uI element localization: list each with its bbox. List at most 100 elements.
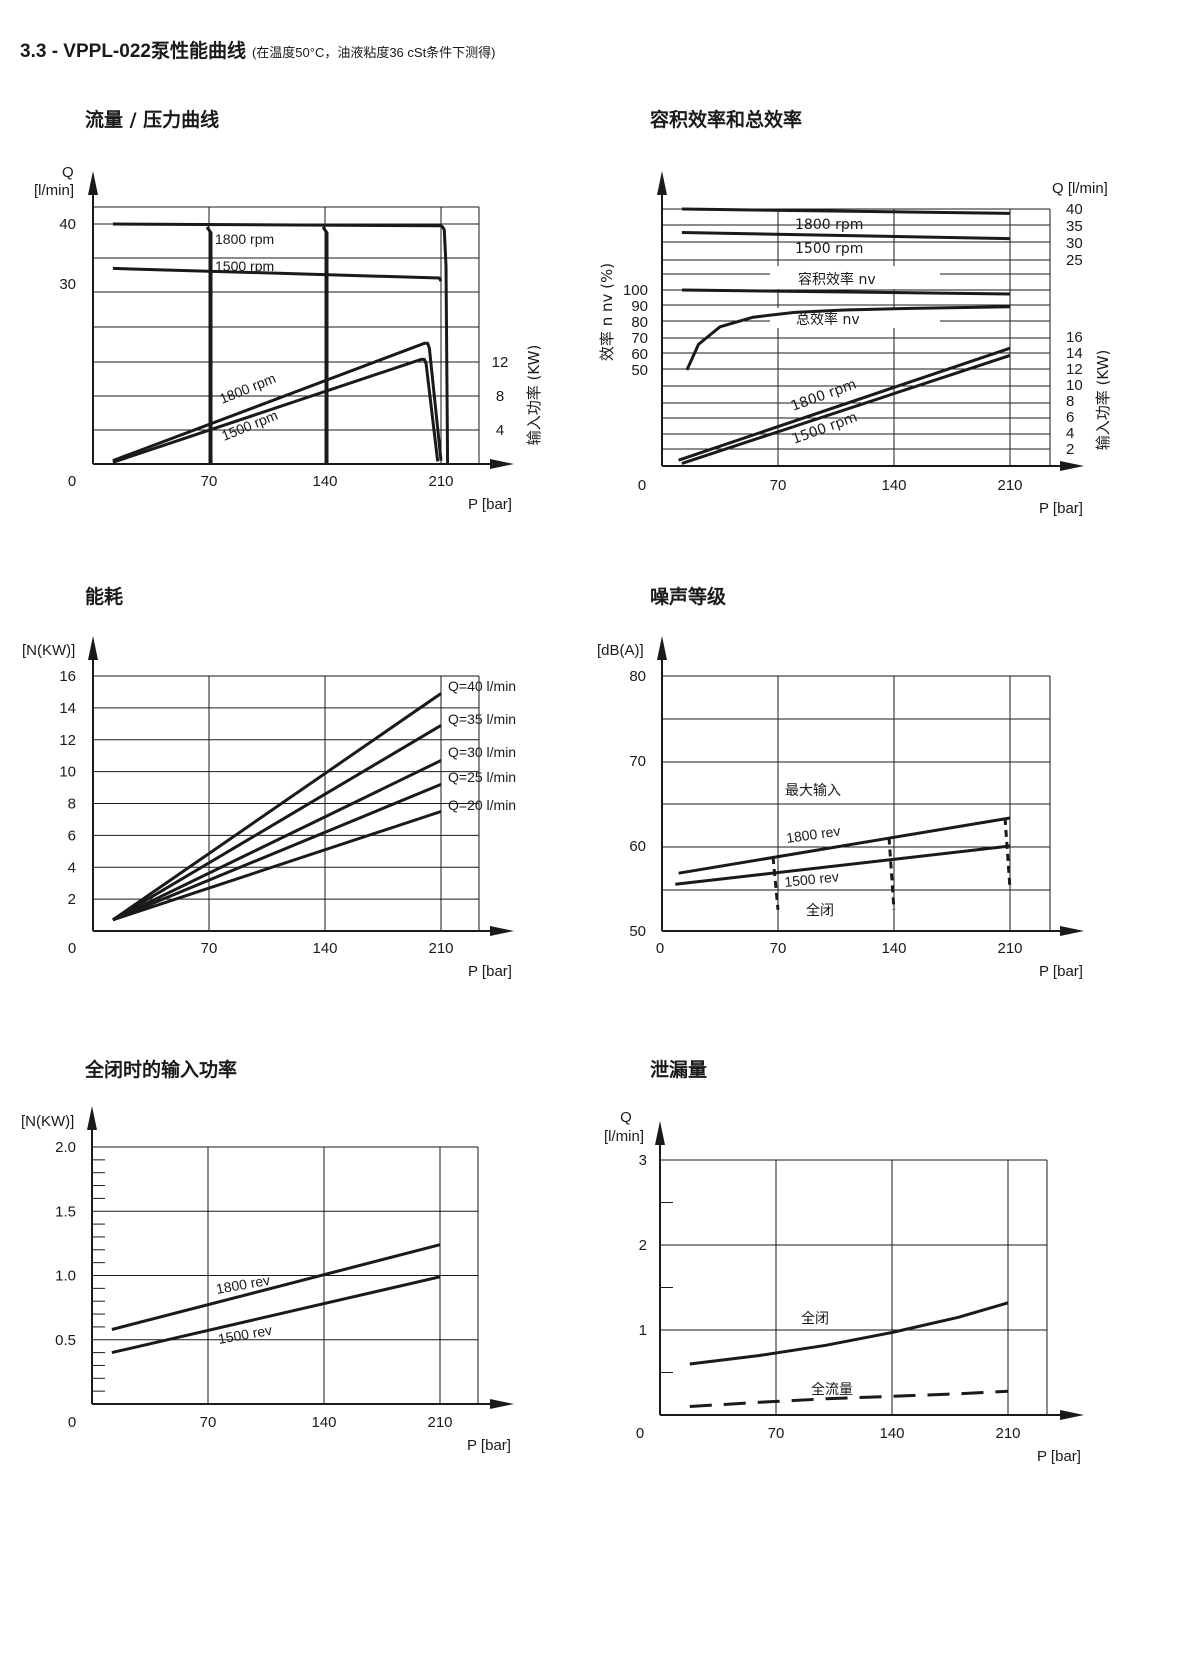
y2-tick-label: 12 <box>492 354 509 371</box>
y-tick-label: 1.0 <box>55 1268 76 1285</box>
y-tick-label: 4 <box>68 859 76 876</box>
x-tick-label: 210 <box>428 940 453 957</box>
series-line <box>681 207 1011 215</box>
y-axis-title: [N(KW)] <box>22 642 75 659</box>
x-tick-label: 140 <box>312 940 337 957</box>
series-label: 1800 rpm <box>795 217 863 233</box>
page-header: 3.3 - VPPL-022泵性能曲线 (在温度50°C，油液粘度36 cSt条件… <box>20 36 496 63</box>
y-axis-title: [N(KW)] <box>21 1113 74 1130</box>
label-gap <box>770 266 940 289</box>
x-tick-label: 140 <box>881 940 906 957</box>
x-axis-title: P [bar] <box>1039 500 1083 517</box>
y-tick-label: 2 <box>639 1237 647 1254</box>
y-tick-label: 16 <box>59 668 76 685</box>
x-axis-arrow <box>1060 926 1084 936</box>
chart-title-closed-input-power: 全闭时的输入功率 <box>85 1059 238 1081</box>
y2-tick-label-power: 12 <box>1066 361 1083 378</box>
y-tick-label: 8 <box>68 796 76 813</box>
series-line <box>681 353 1011 465</box>
y-tick-label: 30 <box>59 276 76 293</box>
series-label: 1500 rpm <box>795 241 863 257</box>
annotation-closed: 全闭 <box>806 902 834 919</box>
series-line <box>675 844 1011 886</box>
x-axis-title: P [bar] <box>1037 1448 1081 1465</box>
y2-tick-label-power: 2 <box>1066 441 1074 458</box>
dashed-drop-line <box>887 837 896 910</box>
x-tick-label: 140 <box>879 1425 904 1442</box>
y2-tick-label-power: 10 <box>1066 377 1083 394</box>
series-label: 全流量 <box>811 1381 853 1398</box>
chart-power-consumption: [N(KW)] 2 4 6 8 10 12 14 16 0 70 140 210 P [bar] Q=40 … <box>22 636 516 980</box>
y-axis-title: 效率 n nv (%) <box>598 263 616 361</box>
series-line <box>681 288 1011 296</box>
series-line <box>678 816 1011 875</box>
y2-tick-label-flow: 25 <box>1066 252 1083 269</box>
y-axis-arrow <box>88 636 98 660</box>
series-label: Q=30 l/min <box>448 744 516 760</box>
chart-noise: [dB(A)] 50 60 70 80 0 70 140 210 P [bar] 1800 rev 1… <box>597 636 1084 980</box>
y-tick-label: 80 <box>631 314 648 331</box>
x-axis-arrow <box>490 1399 514 1409</box>
series-line <box>112 692 442 922</box>
x-tick-label: 0 <box>68 1414 76 1431</box>
y2-tick-label-power: 4 <box>1066 425 1074 442</box>
series-line <box>112 341 443 463</box>
y-axis-arrow <box>657 171 667 195</box>
series-line <box>111 1275 441 1355</box>
series-label: Q=25 l/min <box>448 769 516 785</box>
y2-tick-label: 8 <box>496 388 504 405</box>
series-label: 1500 rpm <box>215 258 274 274</box>
y-tick-label: 60 <box>629 838 646 855</box>
annotation-max-input: 最大输入 <box>785 783 841 799</box>
y-axis-title: [dB(A)] <box>597 642 644 659</box>
x-tick-label: 210 <box>997 940 1022 957</box>
y-tick-label: 1 <box>639 1322 647 1339</box>
x-tick-label: 0 <box>638 477 646 494</box>
y2-tick-label-power: 14 <box>1066 345 1083 362</box>
series-line <box>112 724 442 922</box>
y-axis-arrow <box>88 171 98 195</box>
x-tick-label: 0 <box>68 940 76 957</box>
y-tick-label: 12 <box>59 732 76 749</box>
y-tick-label: 0.5 <box>55 1332 76 1349</box>
series-line <box>112 357 440 464</box>
x-tick-label: 210 <box>428 473 453 490</box>
y-axis-title-unit: [l/min] <box>34 182 74 199</box>
y-axis-arrow <box>655 1121 665 1145</box>
y-tick-label: 60 <box>631 346 648 363</box>
series-label: 1800 rev <box>785 823 841 846</box>
y-tick-label: 80 <box>629 668 646 685</box>
x-tick-label: 70 <box>768 1425 785 1442</box>
y-tick-label: 10 <box>59 764 76 781</box>
y2-axis-title-power: 输入功率 (KW) <box>1094 350 1112 451</box>
x-tick-label: 140 <box>881 477 906 494</box>
series-label: 1800 rpm <box>215 231 274 247</box>
y-axis-arrow <box>657 636 667 660</box>
chart-title-efficiency: 容积效率和总效率 <box>650 109 803 131</box>
y2-axis-title: 输入功率 (KW) <box>525 345 543 446</box>
y-tick-label: 40 <box>59 216 76 233</box>
y-tick-label: 90 <box>631 298 648 315</box>
y-tick-label: 2 <box>68 891 76 908</box>
series-label: Q=35 l/min <box>448 711 516 727</box>
x-tick-label: 210 <box>427 1414 452 1431</box>
y-tick-label: 1.5 <box>55 1203 76 1220</box>
x-tick-label: 0 <box>636 1425 644 1442</box>
series-label: Q=40 l/min <box>448 678 516 694</box>
series-line <box>681 231 1011 241</box>
x-tick-label: 140 <box>312 473 337 490</box>
page-title: 3.3 - VPPL-022泵性能曲线 <box>20 41 246 62</box>
y-tick-label: 14 <box>59 700 76 717</box>
y-tick-label: 6 <box>68 827 76 844</box>
y-tick-label: 100 <box>623 282 648 299</box>
series-label: Q=20 l/min <box>448 797 516 813</box>
x-axis-arrow <box>1060 461 1084 471</box>
y-axis-title-q: Q <box>62 164 74 181</box>
series-line <box>689 1301 1009 1366</box>
x-tick-label: 210 <box>995 1425 1020 1442</box>
series-line <box>112 783 442 922</box>
